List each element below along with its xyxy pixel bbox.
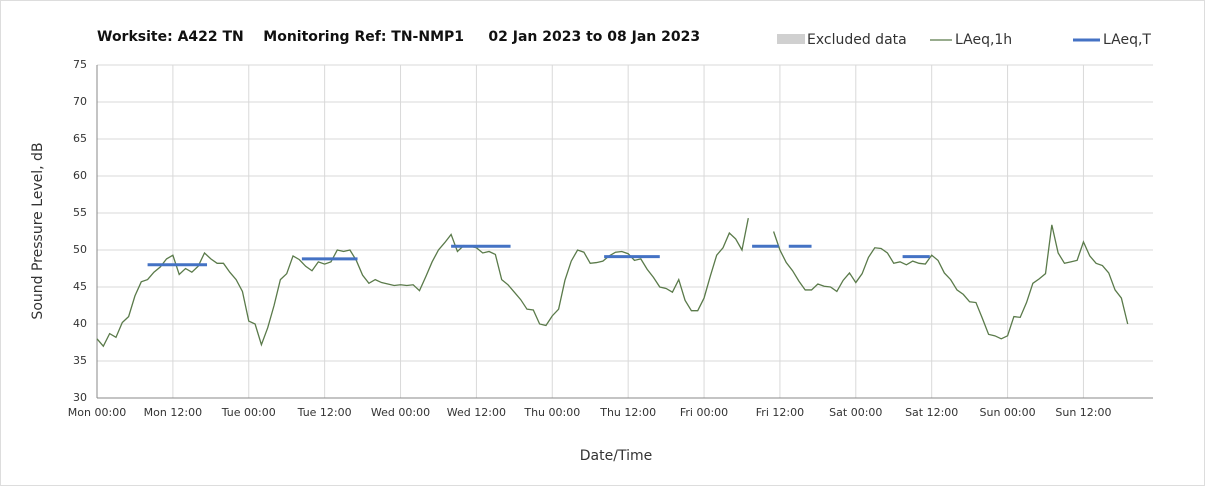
y-tick-label: 45 <box>73 280 87 293</box>
legend-label: Excluded data <box>807 32 907 48</box>
y-tick-label: 70 <box>73 95 87 108</box>
x-tick-label: Sun 00:00 <box>980 406 1036 419</box>
y-tick-label: 75 <box>73 58 87 71</box>
x-tick-label: Tue 12:00 <box>297 406 352 419</box>
x-tick-label: Mon 12:00 <box>144 406 202 419</box>
y-tick-label: 40 <box>73 317 87 330</box>
x-tick-label: Fri 00:00 <box>680 406 728 419</box>
y-axis-label: Sound Pressure Level, dB <box>30 142 46 319</box>
x-tick-label: Tue 00:00 <box>221 406 276 419</box>
legend-label: LAeq,T <box>1103 32 1151 48</box>
y-tick-label: 50 <box>73 243 87 256</box>
x-tick-label: Wed 00:00 <box>371 406 430 419</box>
x-tick-label: Mon 00:00 <box>68 406 126 419</box>
legend-label: LAeq,1h <box>955 32 1012 48</box>
x-tick-label: Thu 00:00 <box>523 406 580 419</box>
x-tick-label: Thu 12:00 <box>599 406 656 419</box>
x-tick-label: Wed 12:00 <box>447 406 506 419</box>
legend-swatch <box>777 34 805 44</box>
y-tick-label: 55 <box>73 206 87 219</box>
y-tick-label: 65 <box>73 132 87 145</box>
x-tick-label: Sat 00:00 <box>829 406 882 419</box>
y-tick-label: 35 <box>73 354 87 367</box>
x-axis-label: Date/Time <box>580 448 652 464</box>
x-tick-label: Fri 12:00 <box>756 406 804 419</box>
chart-title: Worksite: A422 TN Monitoring Ref: TN-NMP… <box>97 29 700 45</box>
line-series <box>96 218 1129 348</box>
x-tick-label: Sun 12:00 <box>1055 406 1111 419</box>
x-tick-label: Sat 12:00 <box>905 406 958 419</box>
y-tick-label: 30 <box>73 391 87 404</box>
y-tick-label: 60 <box>73 169 87 182</box>
